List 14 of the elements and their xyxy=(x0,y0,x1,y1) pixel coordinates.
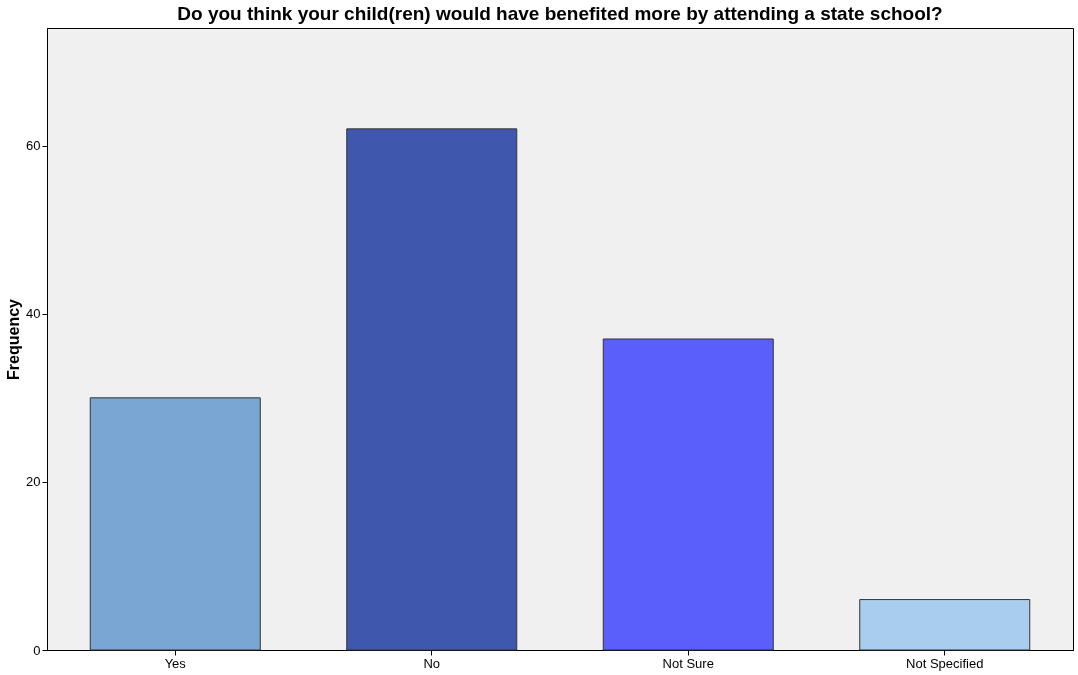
y-tick-label: 60 xyxy=(26,138,41,154)
x-tick-label: Not Sure xyxy=(662,655,714,671)
y-tick-label: 0 xyxy=(33,642,41,658)
chart-title: Do you think your child(ren) would have benefited more by attending a state school? xyxy=(177,3,943,24)
y-axis-title: Frequency xyxy=(5,298,23,380)
y-tick-label: 40 xyxy=(26,306,41,322)
bar xyxy=(602,338,774,651)
y-tick-label: 20 xyxy=(26,474,41,490)
x-tick-label: Yes xyxy=(164,655,187,671)
bar xyxy=(859,599,1031,651)
bar xyxy=(346,128,518,651)
bar xyxy=(89,397,261,651)
x-tick-label: No xyxy=(423,655,441,671)
x-tick-label: Not Specified xyxy=(906,655,984,671)
